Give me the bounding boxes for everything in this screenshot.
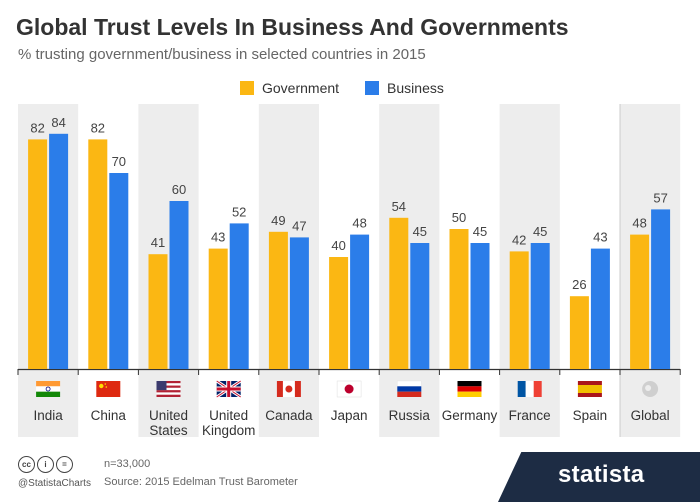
legend-item-business: Business [365, 80, 444, 96]
russia-flag-icon [397, 380, 422, 397]
data-label-government: 50 [452, 210, 466, 225]
canada-flag-icon [276, 381, 301, 397]
bar-business [49, 133, 69, 369]
bar-business [410, 243, 430, 369]
germany-flag-icon [457, 381, 482, 397]
bar-business [470, 243, 490, 369]
bar-business [530, 243, 550, 369]
data-label-government: 41 [151, 235, 165, 250]
china-flag-icon [96, 381, 121, 397]
data-label-government: 48 [632, 216, 646, 231]
x-tick-label: Germany [442, 408, 498, 423]
sample-size-note: n=33,000 [104, 458, 151, 470]
cc-icon: cc [18, 456, 35, 473]
data-label-government: 82 [30, 120, 44, 135]
bar-government [148, 254, 168, 369]
data-label-business: 43 [593, 230, 607, 245]
data-label-business: 45 [413, 224, 427, 239]
data-label-government: 26 [572, 277, 586, 292]
x-tick-label: Kingdom [202, 423, 255, 438]
legend-item-government: Government [240, 80, 339, 96]
data-label-business: 57 [653, 190, 667, 205]
data-label-business: 60 [172, 182, 186, 197]
brand-logo[interactable]: statista [558, 461, 645, 488]
x-tick-label: States [149, 423, 188, 438]
bar-government [630, 234, 650, 369]
bar-business [289, 237, 309, 369]
data-label-business: 70 [112, 154, 126, 169]
usa-flag-icon [156, 381, 181, 397]
data-label-business: 45 [533, 224, 547, 239]
bar-business [169, 201, 189, 369]
license-icons: cc i = [18, 456, 75, 473]
data-label-business: 48 [352, 216, 366, 231]
x-tick-label: Russia [389, 408, 431, 423]
data-label-government: 40 [331, 238, 345, 253]
x-tick-label: United [209, 408, 248, 423]
japan-flag-icon [336, 380, 362, 398]
x-tick-label: China [91, 408, 127, 423]
bar-government [208, 248, 228, 369]
x-tick-label: Spain [573, 408, 608, 423]
data-label-government: 49 [271, 213, 285, 228]
x-tick-label: Japan [331, 408, 368, 423]
legend-swatch-business [365, 81, 380, 95]
france-flag-icon [517, 381, 542, 397]
x-tick-label: Canada [265, 408, 313, 423]
data-label-government: 43 [211, 230, 225, 245]
x-tick-label: United [149, 408, 188, 423]
india-flag-icon [36, 381, 61, 397]
bar-government [389, 217, 409, 369]
bar-business [651, 209, 671, 369]
legend-label-business: Business [387, 80, 444, 96]
data-label-government: 42 [512, 232, 526, 247]
bar-government [329, 257, 349, 369]
data-label-business: 45 [473, 224, 487, 239]
bar-business [590, 248, 610, 369]
bar-government [28, 139, 48, 369]
spain-flag-icon [577, 381, 602, 397]
twitter-handle: @StatistaCharts [18, 478, 91, 489]
bar-government [268, 231, 288, 369]
x-tick-label: Global [631, 408, 670, 423]
legend-swatch-government [240, 81, 254, 95]
uk-flag-icon [215, 379, 242, 399]
equals-icon: = [56, 456, 73, 473]
x-tick-label: India [33, 408, 63, 423]
data-label-business: 47 [292, 218, 306, 233]
chart-title: Global Trust Levels In Business And Gove… [16, 14, 569, 40]
legend-label-government: Government [262, 80, 340, 96]
bar-business [109, 173, 129, 369]
chart-subtitle: % trusting government/business in select… [18, 46, 426, 63]
legend: Government Business [240, 80, 470, 96]
bar-government [88, 139, 108, 369]
bar-government [569, 296, 589, 369]
bar-government [449, 229, 469, 369]
data-label-business: 52 [232, 204, 246, 219]
globe-icon [642, 381, 659, 397]
data-label-government: 82 [91, 120, 105, 135]
bar-business [229, 223, 249, 369]
source-note: Source: 2015 Edelman Trust Barometer [104, 476, 298, 488]
bar-business [350, 234, 370, 369]
data-label-business: 84 [51, 115, 65, 130]
x-tick-label: France [509, 408, 551, 423]
data-label-government: 54 [392, 199, 406, 214]
attribution-icon: i [37, 456, 54, 473]
bar-government [509, 251, 529, 369]
